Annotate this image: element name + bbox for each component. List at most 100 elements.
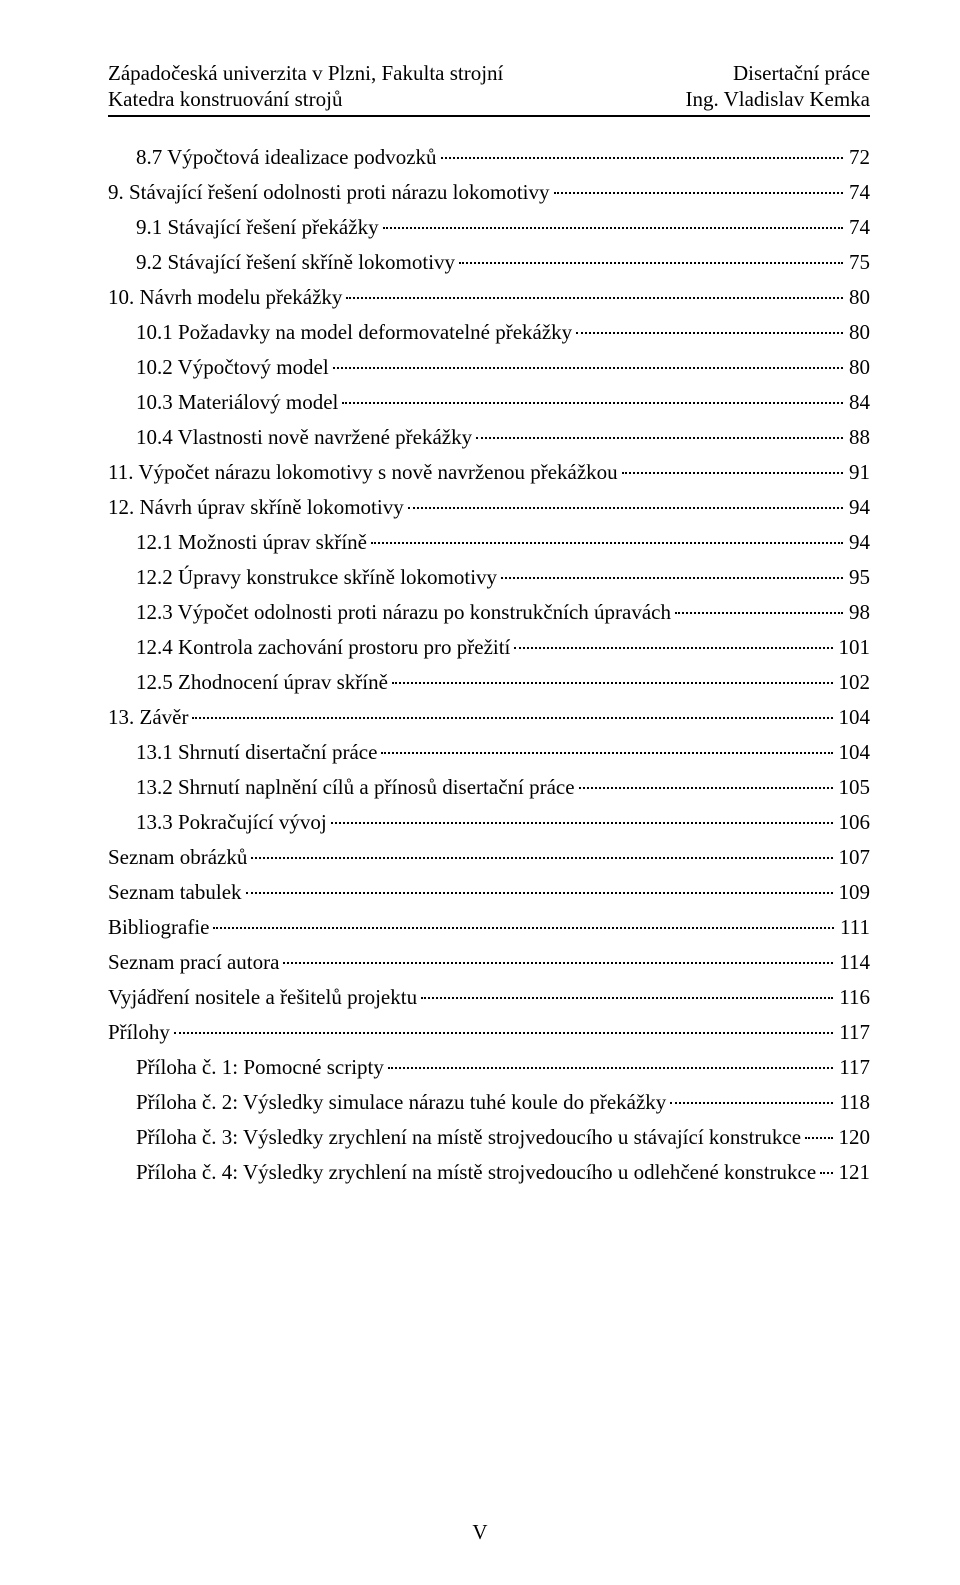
toc-entry: Přílohy 117 <box>108 1022 870 1043</box>
toc-leader-dots <box>388 1054 833 1069</box>
toc-leader-dots <box>251 844 832 859</box>
toc-entry-label: 9. Stávající řešení odolnosti proti nára… <box>108 182 550 203</box>
toc-entry: 12.3 Výpočet odolnosti proti nárazu po k… <box>108 602 870 623</box>
toc-leader-dots <box>392 669 833 684</box>
toc-entry: 9.2 Stávající řešení skříně lokomotivy 75 <box>108 252 870 273</box>
toc-entry-page: 88 <box>847 427 870 448</box>
toc-leader-dots <box>383 214 843 229</box>
toc-entry-page: 109 <box>837 882 871 903</box>
header-row-1: Západočeská univerzita v Plzni, Fakulta … <box>108 60 870 86</box>
toc-leader-dots <box>820 1159 832 1174</box>
toc-entry-label: 12.1 Možnosti úprav skříně <box>136 532 367 553</box>
toc-entry-label: 8.7 Výpočtová idealizace podvozků <box>136 147 437 168</box>
page-number: V <box>472 1520 487 1544</box>
toc-entry-page: 94 <box>847 497 870 518</box>
toc-entry: 10.4 Vlastnosti nově navržené překážky 88 <box>108 427 870 448</box>
toc-entry: 13. Závěr104 <box>108 707 870 728</box>
toc-leader-dots <box>670 1089 833 1104</box>
toc-entry-page: 74 <box>847 217 870 238</box>
toc-entry: 8.7 Výpočtová idealizace podvozků 72 <box>108 147 870 168</box>
toc-entry-page: 98 <box>847 602 870 623</box>
toc-leader-dots <box>554 179 843 194</box>
toc-entry-label: 10.1 Požadavky na model deformovatelné p… <box>136 322 572 343</box>
toc-entry-label: 12.5 Zhodnocení úprav skříně <box>136 672 388 693</box>
toc-entry: 10.3 Materiálový model84 <box>108 392 870 413</box>
toc-leader-dots <box>346 284 843 299</box>
toc-entry-page: 102 <box>837 672 871 693</box>
toc-entry-label: 12.3 Výpočet odolnosti proti nárazu po k… <box>136 602 671 623</box>
toc-entry-page: 80 <box>847 322 870 343</box>
toc-leader-dots <box>381 739 832 754</box>
toc-entry-page: 117 <box>837 1057 870 1078</box>
toc-leader-dots <box>174 1019 833 1034</box>
toc-entry-label: Příloha č. 2: Výsledky simulace nárazu t… <box>136 1092 666 1113</box>
header-left-bottom: Katedra konstruování strojů <box>108 86 342 112</box>
toc-entry: Vyjádření nositele a řešitelů projektu 11… <box>108 987 870 1008</box>
toc-entry-label: Vyjádření nositele a řešitelů projektu <box>108 987 417 1008</box>
toc-entry-label: Bibliografie <box>108 917 209 938</box>
toc-entry-label: 13.3 Pokračující vývoj <box>136 812 327 833</box>
toc-entry-page: 75 <box>847 252 870 273</box>
toc-leader-dots <box>421 984 833 999</box>
toc-entry: 12.5 Zhodnocení úprav skříně 102 <box>108 672 870 693</box>
toc-entry-page: 118 <box>837 1092 870 1113</box>
toc-entry-page: 74 <box>847 182 870 203</box>
toc-entry-page: 106 <box>837 812 871 833</box>
toc-entry-label: Seznam obrázků <box>108 847 247 868</box>
toc-entry-page: 80 <box>847 287 870 308</box>
toc-entry-label: 10.4 Vlastnosti nově navržené překážky <box>136 427 472 448</box>
toc-entry-page: 94 <box>847 532 870 553</box>
toc-leader-dots <box>342 389 843 404</box>
toc-leader-dots <box>514 634 832 649</box>
toc-entry: 13.3 Pokračující vývoj 106 <box>108 812 870 833</box>
toc-entry: 13.1 Shrnutí disertační práce 104 <box>108 742 870 763</box>
toc-entry-label: 13.1 Shrnutí disertační práce <box>136 742 377 763</box>
header-row-2: Katedra konstruování strojů Ing. Vladisl… <box>108 86 870 112</box>
toc-entry-page: 111 <box>838 917 870 938</box>
toc-entry-page: 116 <box>837 987 870 1008</box>
toc-entry-page: 105 <box>837 777 871 798</box>
toc-leader-dots <box>192 704 832 719</box>
toc-entry-label: Seznam tabulek <box>108 882 242 903</box>
toc-leader-dots <box>675 599 843 614</box>
toc-entry: 13.2 Shrnutí naplnění cílů a přínosů dis… <box>108 777 870 798</box>
toc-entry-page: 117 <box>837 1022 870 1043</box>
toc-entry-page: 80 <box>847 357 870 378</box>
toc-entry-label: Příloha č. 4: Výsledky zrychlení na míst… <box>136 1162 816 1183</box>
toc-entry-page: 121 <box>837 1162 871 1183</box>
toc-leader-dots <box>501 564 843 579</box>
toc-entry: 11. Výpočet nárazu lokomotivy s nově nav… <box>108 462 870 483</box>
toc-entry-label: 10.2 Výpočtový model <box>136 357 329 378</box>
toc-entry: 12.4 Kontrola zachování prostoru pro pře… <box>108 637 870 658</box>
toc-leader-dots <box>441 144 843 159</box>
toc-leader-dots <box>579 774 833 789</box>
toc-entry-page: 101 <box>837 637 871 658</box>
toc-entry-label: Přílohy <box>108 1022 170 1043</box>
toc-entry-label: 9.2 Stávající řešení skříně lokomotivy <box>136 252 455 273</box>
toc-leader-dots <box>283 949 833 964</box>
toc-entry: 12. Návrh úprav skříně lokomotivy94 <box>108 497 870 518</box>
toc-entry-label: 10. Návrh modelu překážky <box>108 287 342 308</box>
toc-entry-page: 104 <box>837 742 871 763</box>
table-of-contents: 8.7 Výpočtová idealizace podvozků 72 9. St… <box>108 147 870 1183</box>
toc-entry-label: Seznam prací autora <box>108 952 279 973</box>
toc-entry-page: 72 <box>847 147 870 168</box>
toc-entry: 9.1 Stávající řešení překážky74 <box>108 217 870 238</box>
toc-entry: 10.1 Požadavky na model deformovatelné p… <box>108 322 870 343</box>
toc-entry-page: 114 <box>837 952 870 973</box>
toc-entry: Seznam obrázků 107 <box>108 847 870 868</box>
toc-entry-page: 107 <box>837 847 871 868</box>
toc-leader-dots <box>408 494 843 509</box>
toc-entry-label: 12.4 Kontrola zachování prostoru pro pře… <box>136 637 510 658</box>
header-divider <box>108 115 870 117</box>
toc-entry-page: 84 <box>847 392 870 413</box>
toc-entry-label: 13. Závěr <box>108 707 188 728</box>
toc-leader-dots <box>576 319 843 334</box>
toc-entry-label: 12.2 Úpravy konstrukce skříně lokomotivy <box>136 567 497 588</box>
toc-entry: Příloha č. 2: Výsledky simulace nárazu t… <box>108 1092 870 1113</box>
toc-entry: Příloha č. 1: Pomocné scripty117 <box>108 1057 870 1078</box>
toc-entry-label: Příloha č. 3: Výsledky zrychlení na míst… <box>136 1127 801 1148</box>
toc-entry: Seznam prací autora 114 <box>108 952 870 973</box>
toc-leader-dots <box>459 249 843 264</box>
toc-entry: 12.1 Možnosti úprav skříně 94 <box>108 532 870 553</box>
